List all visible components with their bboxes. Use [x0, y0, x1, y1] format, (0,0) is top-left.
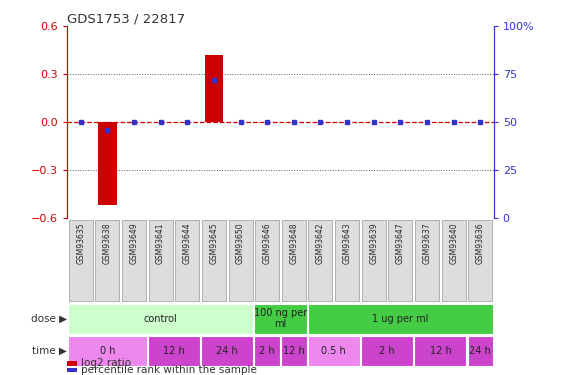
FancyBboxPatch shape — [175, 220, 199, 301]
FancyBboxPatch shape — [254, 336, 280, 366]
FancyBboxPatch shape — [307, 304, 493, 334]
Text: 12 h: 12 h — [163, 346, 185, 356]
FancyBboxPatch shape — [335, 220, 359, 301]
Bar — [205, 55, 223, 122]
FancyBboxPatch shape — [68, 220, 93, 301]
Text: GSM93635: GSM93635 — [76, 222, 85, 264]
Text: 2 h: 2 h — [259, 346, 275, 356]
FancyBboxPatch shape — [95, 220, 119, 301]
Text: GSM93639: GSM93639 — [369, 222, 378, 264]
Text: 0.5 h: 0.5 h — [321, 346, 346, 356]
Text: time ▶: time ▶ — [33, 346, 67, 356]
Text: GSM93643: GSM93643 — [343, 222, 352, 264]
FancyBboxPatch shape — [201, 336, 254, 366]
Text: GSM93637: GSM93637 — [422, 222, 431, 264]
Text: 12 h: 12 h — [283, 346, 305, 356]
Text: control: control — [144, 314, 177, 324]
FancyBboxPatch shape — [415, 220, 439, 301]
Text: GDS1753 / 22817: GDS1753 / 22817 — [67, 12, 186, 25]
Text: GSM93648: GSM93648 — [289, 222, 298, 264]
FancyBboxPatch shape — [148, 336, 200, 366]
Text: percentile rank within the sample: percentile rank within the sample — [81, 365, 257, 375]
Text: GSM93642: GSM93642 — [316, 222, 325, 264]
FancyBboxPatch shape — [414, 336, 467, 366]
FancyBboxPatch shape — [228, 220, 252, 301]
FancyBboxPatch shape — [442, 220, 466, 301]
FancyBboxPatch shape — [282, 220, 306, 301]
Text: GSM93636: GSM93636 — [476, 222, 485, 264]
Text: log2 ratio: log2 ratio — [81, 358, 131, 368]
Text: 1 ug per ml: 1 ug per ml — [373, 314, 429, 324]
FancyBboxPatch shape — [68, 304, 254, 334]
Text: GSM93645: GSM93645 — [209, 222, 218, 264]
Text: dose ▶: dose ▶ — [31, 314, 67, 324]
FancyBboxPatch shape — [309, 220, 333, 301]
Text: GSM93647: GSM93647 — [396, 222, 405, 264]
FancyBboxPatch shape — [202, 220, 226, 301]
FancyBboxPatch shape — [254, 304, 307, 334]
Text: GSM93646: GSM93646 — [263, 222, 272, 264]
FancyBboxPatch shape — [307, 336, 360, 366]
Text: GSM93649: GSM93649 — [130, 222, 139, 264]
Text: GSM93640: GSM93640 — [449, 222, 458, 264]
FancyBboxPatch shape — [149, 220, 173, 301]
FancyBboxPatch shape — [122, 220, 146, 301]
FancyBboxPatch shape — [281, 336, 307, 366]
Text: 100 ng per
ml: 100 ng per ml — [254, 308, 307, 329]
Text: GSM93638: GSM93638 — [103, 222, 112, 264]
Text: 24 h: 24 h — [470, 346, 491, 356]
Bar — [98, 122, 117, 205]
FancyBboxPatch shape — [467, 336, 493, 366]
Text: 12 h: 12 h — [430, 346, 451, 356]
Text: GSM93644: GSM93644 — [183, 222, 192, 264]
Text: 2 h: 2 h — [379, 346, 395, 356]
Text: GSM93641: GSM93641 — [156, 222, 165, 264]
FancyBboxPatch shape — [361, 336, 413, 366]
Text: 0 h: 0 h — [99, 346, 115, 356]
FancyBboxPatch shape — [362, 220, 386, 301]
Text: 24 h: 24 h — [217, 346, 238, 356]
FancyBboxPatch shape — [388, 220, 412, 301]
FancyBboxPatch shape — [468, 220, 493, 301]
FancyBboxPatch shape — [68, 336, 147, 366]
Text: GSM93650: GSM93650 — [236, 222, 245, 264]
FancyBboxPatch shape — [255, 220, 279, 301]
